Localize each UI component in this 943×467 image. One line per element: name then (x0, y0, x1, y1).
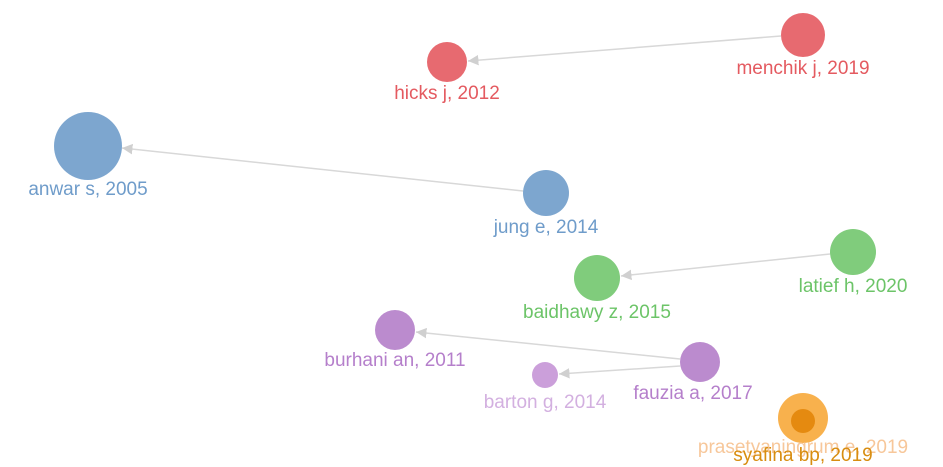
edge (415, 327, 681, 360)
edge (558, 365, 681, 379)
node-label: prasetyaningrum e, 2019 (698, 437, 908, 458)
node (532, 362, 558, 388)
node-label: hicks j, 2012 (394, 83, 500, 104)
node-label: jung e, 2014 (493, 217, 599, 238)
edge (620, 253, 831, 281)
node-label: barton g, 2014 (484, 392, 607, 413)
node-label: menchik j, 2019 (736, 58, 869, 79)
nodes (54, 13, 876, 443)
labels: menchik j, 2019 hicks j, 2012 anwar s, 2… (28, 58, 908, 466)
node-label: burhani an, 2011 (324, 350, 465, 371)
node-label: syafina bp, 2019 (733, 445, 872, 466)
node-label: fauzia a, 2017 (633, 383, 752, 404)
node (375, 310, 415, 350)
node (54, 112, 122, 180)
node-label: latief h, 2020 (799, 276, 908, 297)
edge (467, 35, 782, 66)
edges (121, 35, 831, 379)
node (680, 342, 720, 382)
node (791, 409, 815, 433)
node (781, 13, 825, 57)
node (830, 229, 876, 275)
node (574, 255, 620, 301)
node (427, 42, 467, 82)
node (523, 170, 569, 216)
edge (121, 143, 524, 192)
node-label: anwar s, 2005 (28, 179, 147, 200)
node-label: baidhawy z, 2015 (523, 302, 671, 323)
